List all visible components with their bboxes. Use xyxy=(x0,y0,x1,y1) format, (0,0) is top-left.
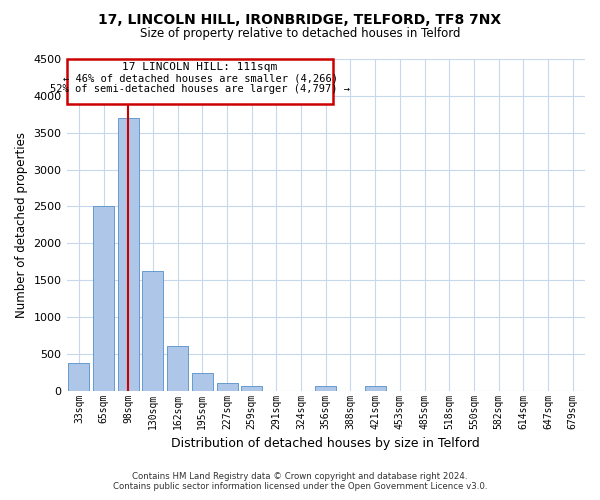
Bar xyxy=(192,373,213,390)
Text: 17, LINCOLN HILL, IRONBRIDGE, TELFORD, TF8 7NX: 17, LINCOLN HILL, IRONBRIDGE, TELFORD, T… xyxy=(98,12,502,26)
Bar xyxy=(167,346,188,391)
Text: Contains HM Land Registry data © Crown copyright and database right 2024.: Contains HM Land Registry data © Crown c… xyxy=(132,472,468,481)
Text: 52% of semi-detached houses are larger (4,797) →: 52% of semi-detached houses are larger (… xyxy=(50,84,350,94)
Bar xyxy=(365,386,386,390)
Text: Contains public sector information licensed under the Open Government Licence v3: Contains public sector information licen… xyxy=(113,482,487,491)
Bar xyxy=(118,118,139,390)
Bar xyxy=(315,386,336,390)
Text: ← 46% of detached houses are smaller (4,266): ← 46% of detached houses are smaller (4,… xyxy=(62,73,338,83)
FancyBboxPatch shape xyxy=(67,59,333,104)
Bar xyxy=(142,270,163,390)
X-axis label: Distribution of detached houses by size in Telford: Distribution of detached houses by size … xyxy=(172,437,480,450)
Bar xyxy=(241,386,262,390)
Bar xyxy=(93,206,114,390)
Y-axis label: Number of detached properties: Number of detached properties xyxy=(15,132,28,318)
Text: 17 LINCOLN HILL: 111sqm: 17 LINCOLN HILL: 111sqm xyxy=(122,62,278,72)
Bar xyxy=(68,362,89,390)
Text: Size of property relative to detached houses in Telford: Size of property relative to detached ho… xyxy=(140,28,460,40)
Bar xyxy=(217,384,238,390)
